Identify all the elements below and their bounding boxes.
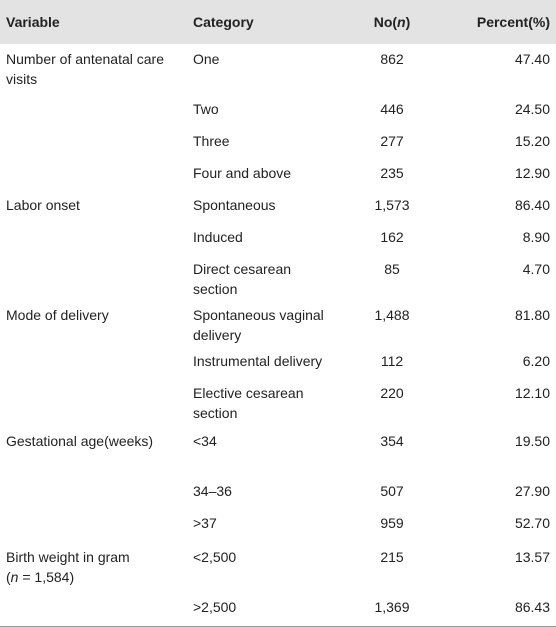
header-percent: Percent(%) — [476, 14, 550, 30]
table-row: Labor onset Spontaneous 1,573 86.40 — [0, 192, 556, 224]
cell-variable: Number of antenatal care visits — [6, 51, 164, 87]
cell-no: 354 — [380, 433, 404, 449]
cell-percent: 15.20 — [514, 133, 550, 149]
table-row: Elective cesarean section 220 12.10 — [0, 380, 556, 426]
cell-no: 85 — [384, 261, 400, 277]
cell-percent: 86.40 — [514, 197, 550, 213]
table-row: Three 277 15.20 — [0, 128, 556, 160]
cell-category: >2,500 — [187, 594, 342, 627]
cell-no: 507 — [380, 483, 404, 499]
cell-no: 959 — [380, 515, 404, 531]
header-no: No(n) — [342, 0, 442, 44]
cell-category: >37 — [193, 515, 217, 531]
cell-percent: 47.40 — [514, 51, 550, 67]
cell-percent: 4.70 — [522, 261, 550, 277]
cell-percent: 52.70 — [514, 515, 550, 531]
cell-no: 446 — [380, 101, 404, 117]
header-no-n: n — [397, 14, 406, 30]
table-row: >2,500 1,369 86.43 — [0, 594, 556, 627]
cell-category: 34–36 — [193, 483, 232, 499]
table-row: Number of antenatal care visits One 862 … — [0, 44, 556, 96]
cell-category: One — [193, 51, 220, 67]
table-row: Instrumental delivery 112 6.20 — [0, 348, 556, 380]
header-no-prefix: No( — [373, 14, 398, 30]
cell-category: Direct cesarean section — [193, 261, 292, 297]
cell-variable — [0, 510, 187, 542]
table-row: 34–36 507 27.90 — [0, 478, 556, 510]
cell-variable-sub-prefix: ( — [6, 569, 11, 585]
cell-no: 277 — [380, 133, 404, 149]
cell-no: 1,488 — [374, 307, 410, 323]
cell-no: 862 — [380, 51, 404, 67]
cell-percent: 19.50 — [514, 433, 550, 449]
cell-variable — [0, 348, 187, 380]
cell-variable-main: Birth weight in gram — [6, 549, 130, 565]
cell-category: <34 — [193, 433, 217, 449]
header-row: Variable Category No(n) Percent(%) — [0, 0, 556, 44]
cell-variable — [0, 380, 187, 426]
cell-percent: 12.90 — [514, 165, 550, 181]
table-body: Number of antenatal care visits One 862 … — [0, 44, 556, 627]
cell-variable — [0, 96, 187, 128]
cell-percent: 24.50 — [514, 101, 550, 117]
cell-category: Elective cesarean section — [193, 385, 304, 421]
cell-no: 220 — [380, 385, 404, 401]
cell-category: <2,500 — [193, 549, 237, 565]
cell-category: Induced — [193, 229, 243, 245]
table-row: Direct cesarean section 85 4.70 — [0, 256, 556, 302]
cell-no: 1,573 — [374, 197, 410, 213]
cell-variable: Gestational age(weeks) — [6, 433, 154, 449]
table-header: Variable Category No(n) Percent(%) — [0, 0, 556, 44]
cell-no: 112 — [380, 353, 404, 369]
cell-no: 215 — [380, 549, 404, 565]
cell-no: 1,369 — [342, 594, 442, 627]
cell-category: Four and above — [193, 165, 292, 181]
table-row: Two 446 24.50 — [0, 96, 556, 128]
cell-variable — [0, 594, 187, 627]
cell-percent: 81.80 — [514, 307, 550, 323]
cell-percent: 6.20 — [522, 353, 550, 369]
cell-no: 235 — [380, 165, 404, 181]
table-row: Birth weight in gram (n = 1,584) <2,500 2… — [0, 542, 556, 594]
cell-percent: 13.57 — [514, 549, 550, 565]
cell-category: Spontaneous — [193, 197, 276, 213]
cell-variable — [0, 478, 187, 510]
table-row: >37 959 52.70 — [0, 510, 556, 542]
cell-category: Two — [193, 101, 219, 117]
cell-percent: 12.10 — [514, 385, 550, 401]
header-category: Category — [193, 14, 254, 30]
cell-variable — [0, 128, 187, 160]
table-row: Induced 162 8.90 — [0, 224, 556, 256]
cell-variable — [0, 256, 187, 302]
cell-variable-sub-suffix: = 1,584) — [18, 569, 75, 585]
cell-variable-sub-n: n — [10, 569, 19, 585]
header-no-suffix: ) — [405, 14, 411, 30]
cell-percent: 27.90 — [514, 483, 550, 499]
cell-variable: Mode of delivery — [6, 307, 109, 323]
cell-category: Spontaneous vaginal delivery — [193, 307, 324, 343]
cell-category: Three — [193, 133, 230, 149]
cell-variable — [0, 160, 187, 192]
table-row: Mode of delivery Spontaneous vaginal del… — [0, 302, 556, 348]
cell-variable: Birth weight in gram (n = 1,584) — [0, 542, 187, 594]
cell-category: Instrumental delivery — [193, 353, 323, 369]
cell-no: 162 — [380, 229, 404, 245]
cell-percent: 8.90 — [522, 229, 550, 245]
header-variable: Variable — [6, 14, 60, 30]
cell-percent: 86.43 — [442, 594, 556, 627]
table-row: Four and above 235 12.90 — [0, 160, 556, 192]
cell-variable — [0, 224, 187, 256]
table-row: Gestational age(weeks) <34 354 19.50 — [0, 426, 556, 478]
cell-variable: Labor onset — [6, 197, 80, 213]
